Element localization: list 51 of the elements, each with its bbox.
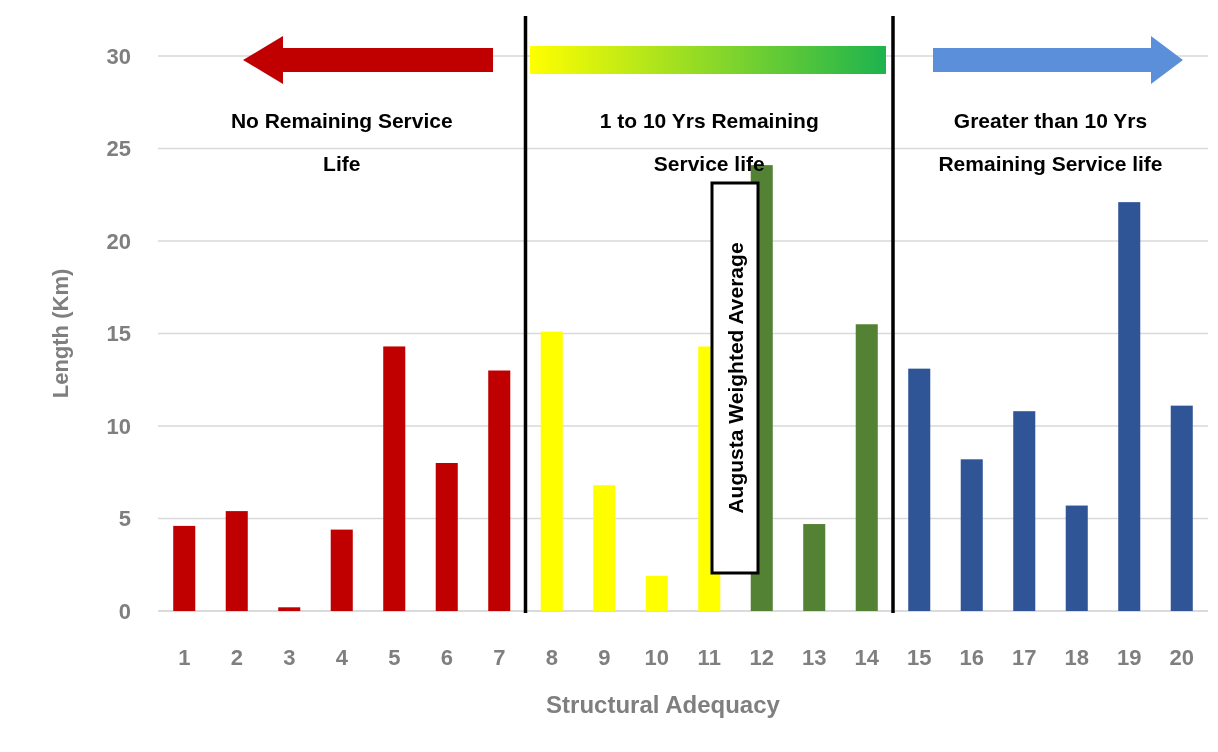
x-tick-label: 16 bbox=[959, 645, 984, 670]
x-tick-label: 10 bbox=[644, 645, 669, 670]
x-tick-label: 18 bbox=[1064, 645, 1089, 670]
x-axis-title: Structural Adequacy bbox=[546, 691, 781, 718]
y-tick-label: 0 bbox=[118, 598, 131, 624]
x-tick-label: 12 bbox=[749, 645, 774, 670]
y-tick-label: 5 bbox=[118, 506, 131, 532]
x-tick-label: 3 bbox=[283, 645, 296, 670]
x-tick-label: 11 bbox=[697, 645, 721, 670]
x-tick-label: 2 bbox=[230, 645, 243, 670]
bar bbox=[1118, 202, 1141, 611]
x-tick-label: 4 bbox=[335, 645, 349, 670]
x-tick-label: 17 bbox=[1012, 645, 1037, 670]
bar bbox=[960, 459, 983, 611]
bar bbox=[488, 370, 511, 611]
x-tick-label: 14 bbox=[854, 645, 880, 670]
bar bbox=[645, 575, 668, 611]
bar bbox=[173, 525, 196, 611]
bar bbox=[803, 524, 826, 611]
annotation: Augusta Weighted Average bbox=[724, 242, 747, 514]
x-tick-label: 20 bbox=[1169, 645, 1194, 670]
annotation: 1 to 10 Yrs Remaining Service life bbox=[599, 109, 819, 175]
x-tick-label: 6 bbox=[440, 645, 453, 670]
bar bbox=[330, 529, 353, 611]
y-tick-label: 30 bbox=[106, 43, 131, 69]
x-tick-label: 8 bbox=[545, 645, 558, 670]
bar bbox=[593, 485, 616, 611]
bar bbox=[278, 607, 301, 611]
bar bbox=[435, 463, 458, 611]
y-tick-label: 10 bbox=[106, 413, 131, 439]
bar bbox=[225, 511, 248, 611]
x-tick-label: 5 bbox=[388, 645, 401, 670]
x-tick-label: 19 bbox=[1117, 645, 1142, 670]
bar bbox=[540, 331, 563, 611]
bar bbox=[1065, 505, 1088, 611]
y-tick-label: 25 bbox=[106, 136, 131, 162]
y-axis-title: Length (Km) bbox=[48, 268, 73, 399]
x-tick-label: 9 bbox=[598, 645, 611, 670]
annotation: No Remaining Service Life bbox=[230, 109, 453, 175]
bar bbox=[855, 324, 878, 611]
y-tick-label: 15 bbox=[106, 321, 131, 347]
x-tick-label: 15 bbox=[907, 645, 932, 670]
annotation: Greater than 10 Yrs Remaining Service life bbox=[938, 109, 1163, 175]
bar bbox=[383, 346, 406, 611]
x-tick-label: 13 bbox=[802, 645, 827, 670]
bar bbox=[908, 368, 931, 611]
x-tick-label: 7 bbox=[493, 645, 506, 670]
y-tick-label: 20 bbox=[106, 228, 131, 254]
bar bbox=[1013, 411, 1036, 611]
x-tick-label: 1 bbox=[178, 645, 191, 670]
bar bbox=[1170, 405, 1193, 611]
